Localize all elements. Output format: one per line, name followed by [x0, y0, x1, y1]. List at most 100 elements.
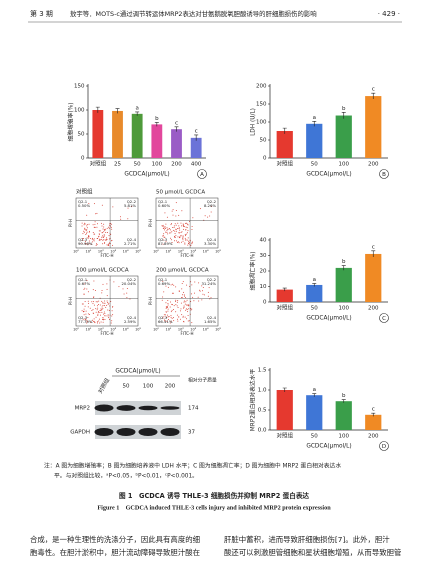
flow-dot	[102, 283, 104, 285]
flow-dot	[97, 313, 99, 315]
flow-dot	[103, 226, 105, 228]
quadrant-name: Q2-4	[127, 237, 137, 242]
blot-band	[116, 405, 136, 411]
bar	[276, 390, 293, 430]
flow-dot	[186, 318, 188, 320]
flow-dot	[179, 318, 181, 320]
flow-dot	[107, 314, 109, 316]
flow-dot	[127, 218, 129, 220]
flow-dot	[175, 304, 177, 306]
flow-dot	[81, 310, 83, 312]
flow-dot	[183, 301, 185, 303]
flow-dot	[112, 306, 114, 308]
flow-dot	[96, 309, 98, 311]
flow-dot	[182, 223, 184, 225]
flow-dot	[104, 318, 106, 320]
flow-dot	[167, 299, 169, 301]
blot-band	[116, 428, 136, 436]
flow-dot	[99, 322, 101, 324]
flow-dot	[185, 297, 187, 299]
flow-dot	[87, 320, 89, 322]
bar	[306, 123, 323, 158]
body-line: 合成，是一种生理性的洗涤分子，因此具有高度的细	[30, 535, 200, 544]
flow-dot	[96, 226, 98, 228]
flow-dot	[83, 283, 85, 285]
flow-dot	[165, 241, 167, 243]
flow-dot	[171, 292, 173, 294]
flow-dot	[178, 242, 180, 244]
flow-dot	[171, 303, 173, 305]
x-tick-label: 200	[171, 162, 182, 168]
flow-dot	[193, 300, 195, 302]
flow-dot	[182, 225, 184, 227]
flow-tick-label: 10⁰	[73, 250, 79, 254]
flow-dot	[93, 296, 95, 298]
flow-dot	[162, 224, 164, 226]
flow-dot	[111, 320, 113, 322]
flow-dot	[84, 318, 86, 320]
flow-dot	[102, 302, 104, 304]
flow-y-label: PI-H	[68, 297, 73, 305]
flow-dot	[86, 231, 88, 233]
flow-dot	[82, 239, 84, 241]
bar	[365, 96, 382, 158]
flow-dot	[194, 281, 196, 283]
flow-dot	[191, 242, 193, 244]
flow-dot	[183, 291, 185, 293]
flow-dot	[88, 235, 90, 237]
flow-dot	[101, 238, 103, 240]
flow-dot	[85, 319, 87, 321]
flow-dot	[201, 285, 203, 287]
flow-dot	[81, 303, 83, 305]
flow-dot	[167, 304, 169, 306]
flow-dot	[165, 231, 167, 233]
flow-dot	[165, 311, 167, 313]
blot-mw: 37	[188, 430, 195, 436]
flow-dot	[171, 210, 173, 212]
flow-x-label: FITC-H	[101, 331, 114, 336]
flow-title: 200 μmol/L GCDCA	[156, 268, 209, 274]
bar	[151, 124, 163, 158]
flow-dot	[111, 315, 113, 317]
flow-dot	[101, 225, 103, 227]
error-bar	[282, 127, 287, 134]
flow-dot	[180, 222, 182, 224]
flow-dot	[181, 283, 183, 285]
flow-dot	[98, 235, 100, 237]
flow-dot	[108, 235, 110, 237]
flow-dot	[84, 240, 86, 242]
y-tick-label: 0	[263, 300, 267, 306]
y-tick-label: 1.5	[258, 368, 267, 374]
flow-dot	[178, 316, 180, 318]
quadrant-value: 0.67%	[78, 281, 90, 286]
flow-dot	[84, 243, 86, 245]
flow-dot	[108, 302, 110, 304]
flow-dot	[172, 292, 174, 294]
flow-dot	[96, 212, 98, 214]
flow-tick-label: 10⁴	[123, 328, 129, 332]
flow-dot	[105, 306, 107, 308]
flow-dot	[202, 286, 204, 288]
flow-dot	[105, 228, 107, 230]
flow-dot	[185, 308, 187, 310]
flow-dot	[178, 290, 180, 292]
flow-dot	[176, 305, 178, 307]
flow-dot	[182, 316, 184, 318]
flow-dot	[174, 235, 176, 237]
blot-strip	[95, 425, 181, 439]
flow-dot	[93, 280, 95, 282]
flow-dot	[83, 231, 85, 233]
x-tick-label: 25	[114, 162, 121, 168]
flow-tick-label: 10²	[178, 328, 184, 332]
flow-dot	[166, 227, 168, 229]
flow-dot	[88, 223, 90, 225]
bar	[335, 401, 352, 430]
quadrant-name: Q2-3	[78, 315, 88, 320]
flow-dot	[104, 230, 106, 232]
running-title: 敖宇等．MOTS-c通过调节转运体MRP2表达对甘氨鹅脱氧胆酸诱导的肝细胞损伤的…	[70, 9, 317, 18]
quadrant-value: 0.50%	[78, 203, 90, 208]
quadrant-value: 0.69%	[158, 281, 170, 286]
flow-dot	[102, 236, 104, 238]
flow-dot	[99, 314, 101, 316]
flow-dot	[84, 223, 86, 225]
